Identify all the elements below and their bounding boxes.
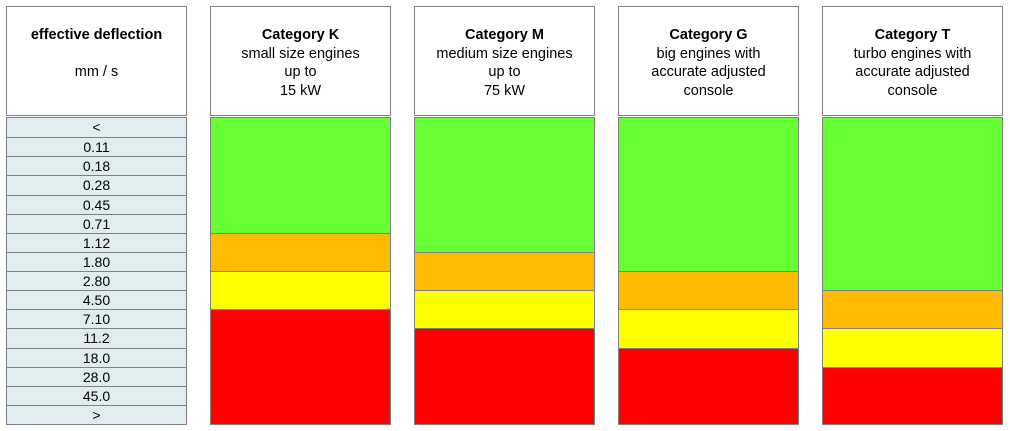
zone-band-yellow	[823, 328, 1002, 367]
category-description-line: accurate adjusted	[651, 64, 766, 80]
category-zone-column	[822, 117, 1003, 425]
zone-band-red	[415, 328, 594, 424]
scale-row: 0.18	[7, 156, 186, 176]
category-header: Category T turbo engines with accurate adj…	[822, 6, 1003, 116]
zone-band-yellow	[415, 290, 594, 329]
scale-row: 0.71	[7, 213, 186, 233]
zone-band-red	[823, 366, 1002, 424]
scale-row: 18.0	[7, 347, 186, 367]
scale-row: 28.0	[7, 366, 186, 386]
category-description-line: small size engines	[241, 45, 360, 62]
category-header: Category M medium size engines up to 75 kW	[414, 6, 595, 116]
category-description-line: accurate adjusted	[855, 64, 970, 80]
scale-row: 4.50	[7, 290, 186, 310]
category-header: Category K small size engines up to 15 kW	[210, 6, 391, 116]
zone-band-orange	[619, 271, 798, 310]
scale-header: effective deflection mm / s	[6, 6, 187, 116]
scale-row: <	[7, 118, 186, 138]
category-title: Category G	[669, 27, 748, 43]
scale-row: 1.80	[7, 251, 186, 271]
category-title: Category K	[261, 27, 340, 43]
scale-row: 0.28	[7, 175, 186, 195]
category-title: Category T	[874, 27, 951, 43]
category-description-line: console	[887, 82, 938, 99]
zone-band-orange	[211, 232, 390, 271]
category-description-line: 75 kW	[483, 82, 526, 99]
scale-row: 0.45	[7, 194, 186, 214]
zone-band-yellow	[619, 309, 798, 348]
category-description-line: medium size engines	[436, 45, 573, 62]
category-title: Category M	[465, 27, 544, 43]
category-description-line: 15 kW	[279, 82, 322, 99]
zone-band-green	[415, 118, 594, 252]
scale-row: >	[7, 404, 186, 424]
scale-row: 1.12	[7, 232, 186, 252]
category-zone-column	[414, 117, 595, 425]
scale-row: 11.2	[7, 328, 186, 348]
zone-band-orange	[823, 290, 1002, 329]
category-zone-column	[618, 117, 799, 425]
scale-header-title: effective deflection	[30, 27, 163, 43]
category-header: Category G big engines with accurate adjus…	[618, 6, 799, 116]
scale-row: 2.80	[7, 271, 186, 291]
zone-band-green	[823, 118, 1002, 291]
category-zone-column	[210, 117, 391, 425]
scale-row: 45.0	[7, 385, 186, 405]
category-description-line: up to	[488, 64, 521, 80]
zone-band-orange	[415, 251, 594, 291]
zone-band-red	[619, 347, 798, 424]
zone-band-red	[211, 309, 390, 424]
scale-row: 7.10	[7, 309, 186, 329]
category-description-line: turbo engines with	[853, 45, 972, 62]
category-description-line: big engines with	[656, 45, 761, 62]
category-description-line: console	[683, 82, 734, 99]
category-description-line: up to	[284, 64, 317, 80]
zone-band-green	[619, 118, 798, 271]
scale-row: 0.11	[7, 137, 186, 157]
scale-header-unit: mm / s	[74, 63, 119, 80]
deflection-scale: <0.11 0.18 0.28 0.45 0.71 1.12 1.80 2.80 4.50 7.1…	[6, 117, 187, 425]
zone-band-yellow	[211, 271, 390, 310]
zone-band-green	[211, 118, 390, 233]
